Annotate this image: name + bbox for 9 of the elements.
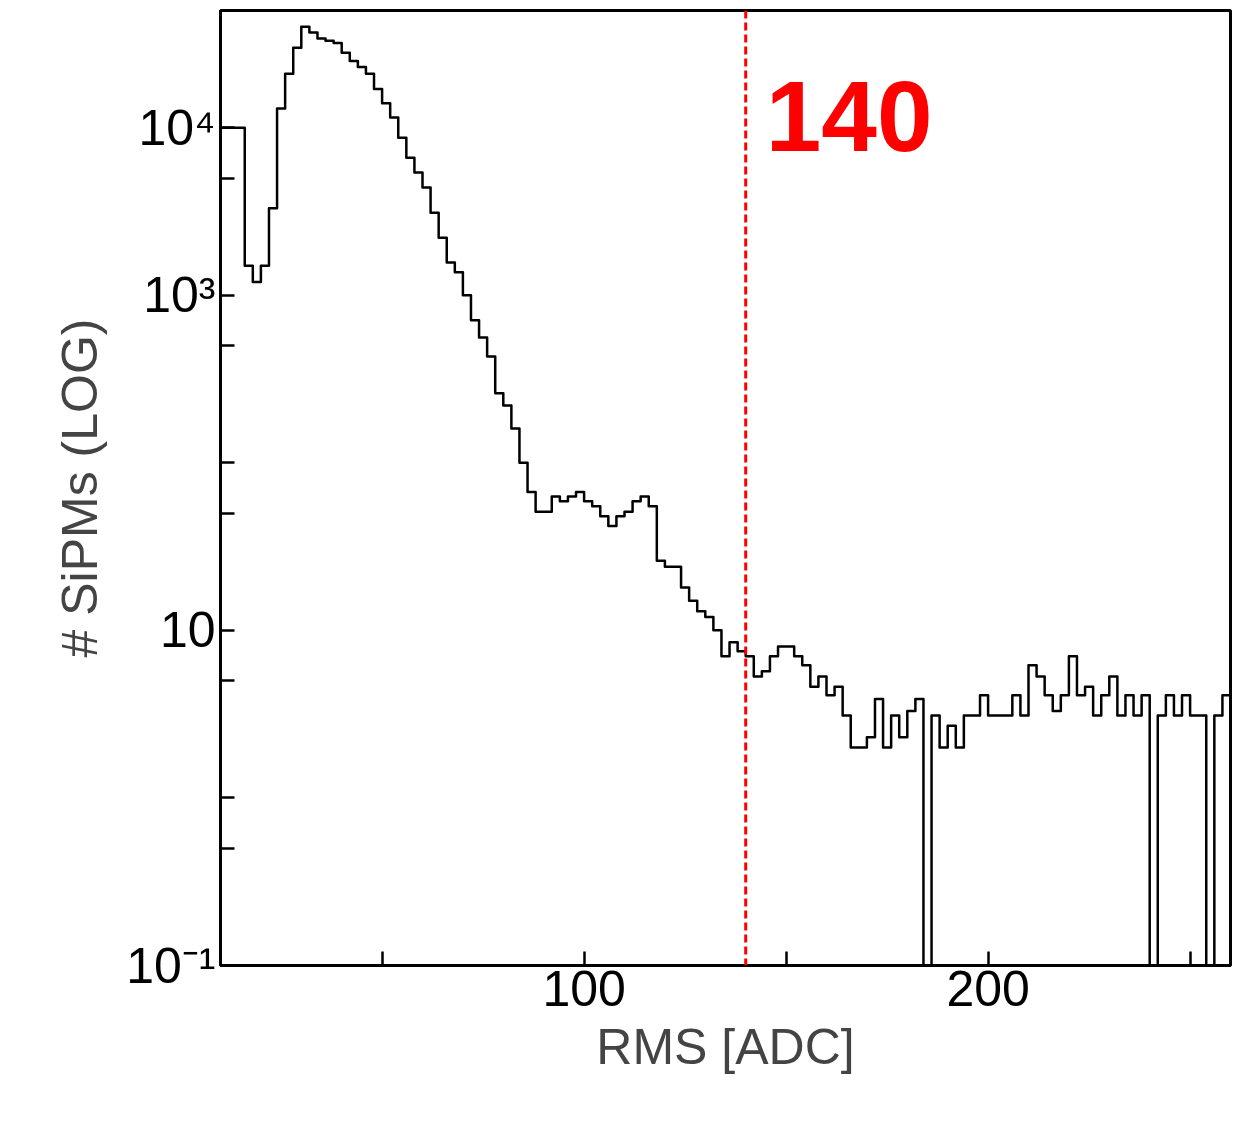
y-tick-label: 10⁴ — [138, 99, 216, 156]
y-tick-label: 10⁻¹ — [126, 937, 216, 994]
x-tick-label: 200 — [946, 960, 1030, 1017]
y-tick-label: 10³ — [143, 267, 216, 324]
ref-line-label: 140 — [765, 59, 933, 172]
x-tick-label: 100 — [542, 960, 626, 1017]
y-tick-label: 10 — [159, 602, 216, 659]
x-axis-title: RMS [ADC] — [596, 1018, 855, 1075]
y-axis-title: # SiPMs (LOG) — [52, 318, 109, 658]
